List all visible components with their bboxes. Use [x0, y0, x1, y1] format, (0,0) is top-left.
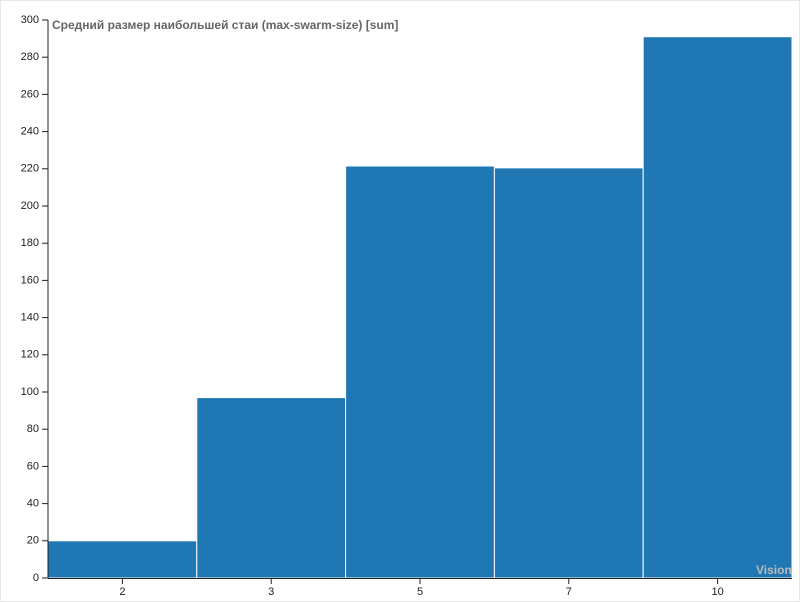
x-tick-label: 3 — [268, 586, 274, 598]
y-tick-label: 240 — [21, 126, 39, 138]
y-tick-label: 100 — [21, 386, 39, 398]
y-tick-label: 180 — [21, 237, 39, 249]
bar — [47, 540, 198, 579]
y-tick-label: 0 — [33, 572, 39, 584]
y-tick-label: 60 — [27, 460, 39, 472]
x-tick-label: 7 — [566, 586, 572, 598]
x-tick-label: 2 — [119, 586, 125, 598]
y-tick-label: 20 — [27, 535, 39, 547]
y-tick-label: 220 — [21, 163, 39, 175]
y-tick-label: 120 — [21, 349, 39, 361]
plot-area: 2 3 5 7 100204060801001201401601802002202402… — [21, 14, 793, 598]
y-tick-label: 260 — [21, 88, 39, 100]
chart-title: Средний размер наибольшей стаи (max-swar… — [52, 18, 398, 32]
x-axis-label: Vision — [756, 563, 792, 577]
y-tick-label: 80 — [27, 423, 39, 435]
bar — [642, 36, 793, 579]
y-tick-label: 160 — [21, 274, 39, 286]
bar — [493, 167, 644, 579]
y-tick-label: 200 — [21, 200, 39, 212]
bar — [345, 165, 495, 579]
y-tick-label: 140 — [21, 312, 39, 324]
y-tick-label: 40 — [27, 498, 39, 510]
y-tick-label: 300 — [21, 14, 39, 26]
x-tick-label: 10 — [711, 586, 723, 598]
x-tick-label: 5 — [417, 586, 423, 598]
y-tick-label: 280 — [21, 51, 39, 63]
bar — [196, 397, 347, 579]
